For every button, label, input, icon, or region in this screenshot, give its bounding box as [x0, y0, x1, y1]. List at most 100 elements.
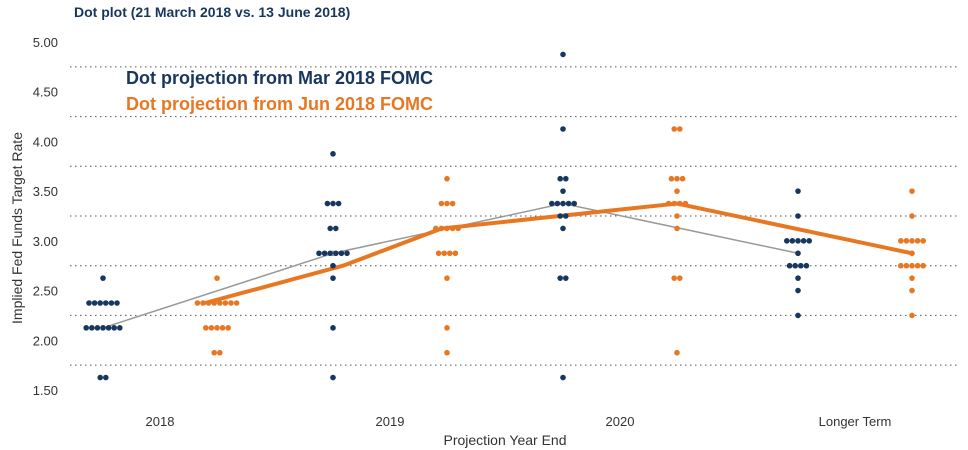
dot-jun-2018 [898, 238, 904, 244]
dot-mar-2018 [560, 51, 566, 58]
x-axis-title: Projection Year End [444, 432, 567, 448]
dot-mar-2018 [330, 325, 336, 331]
dot-jun-2018 [444, 200, 450, 207]
dot-jun-2018 [909, 250, 915, 257]
dot-jun-2018 [441, 250, 448, 257]
dot-mar-2018 [795, 250, 801, 257]
dot-jun-2018 [671, 275, 677, 281]
legend-label-mar-2018: Dot projection from Mar 2018 FOMC [126, 68, 433, 88]
dot-mar-2018 [795, 213, 801, 219]
dot-mar-2018 [117, 325, 123, 331]
dot-jun-2018 [677, 200, 683, 207]
x-tick-label: 2020 [606, 414, 635, 429]
dot-mar-2018 [321, 250, 328, 257]
dot-mar-2018 [560, 188, 566, 194]
dot-mar-2018 [563, 175, 569, 182]
dot-mar-2018 [103, 300, 109, 306]
dot-jun-2018 [211, 300, 217, 306]
dot-mar-2018 [316, 250, 322, 257]
dot-jun-2018 [903, 262, 910, 269]
dot-mar-2018 [806, 238, 812, 244]
dot-jun-2018 [438, 200, 445, 207]
dot-mar-2018 [784, 238, 790, 244]
y-tick-label: 5.00 [33, 35, 58, 50]
dot-jun-2018 [909, 312, 915, 319]
y-tick-label: 2.50 [33, 284, 58, 299]
y-tick-label: 4.50 [33, 85, 58, 100]
y-tick-label: 1.50 [33, 383, 58, 398]
dot-jun-2018 [449, 225, 456, 232]
y-axis-title: Implied Fed Funds Target Rate [9, 132, 25, 324]
dot-mar-2018 [557, 275, 563, 281]
dot-mar-2018 [97, 374, 103, 381]
dot-jun-2018 [909, 287, 915, 294]
dot-mar-2018 [560, 126, 566, 132]
dot-mar-2018 [549, 200, 555, 207]
dot-jun-2018 [444, 275, 450, 281]
dot-mar-2018 [795, 188, 801, 194]
dot-mar-2018 [789, 238, 796, 244]
dot-jun-2018 [444, 175, 450, 182]
dot-jun-2018 [228, 300, 234, 306]
dot-mar-2018 [330, 200, 336, 207]
dot-jun-2018 [903, 238, 910, 244]
dot-jun-2018 [208, 325, 215, 331]
dot-mar-2018 [795, 275, 801, 281]
dot-mar-2018 [330, 275, 336, 281]
dot-jun-2018 [438, 225, 445, 232]
dot-mar-2018 [792, 262, 798, 269]
dot-jun-2018 [909, 262, 915, 269]
dot-jun-2018 [222, 300, 229, 306]
dot-jun-2018 [433, 225, 439, 232]
y-tick-label: 4.00 [33, 134, 58, 149]
dot-mar-2018 [554, 200, 561, 207]
dot-jun-2018 [194, 300, 201, 306]
dot-mar-2018 [105, 325, 112, 331]
dot-jun-2018 [214, 325, 220, 331]
dot-mar-2018 [786, 262, 793, 269]
dot-jun-2018 [449, 200, 456, 207]
dot-mar-2018 [111, 325, 117, 331]
dot-jun-2018 [435, 250, 442, 257]
dot-jun-2018 [674, 213, 680, 219]
dot-jun-2018 [914, 238, 921, 244]
legend: Dot projection from Mar 2018 FOMC Dot pr… [126, 68, 433, 114]
y-axis-ticks: 1.50 2.00 2.50 3.00 3.50 4.00 4.50 5.00 [33, 35, 58, 398]
dot-mar-2018 [103, 374, 109, 381]
dot-mar-2018 [330, 151, 336, 157]
dot-mar-2018 [91, 300, 98, 306]
dot-mar-2018 [330, 262, 336, 269]
dot-jun-2018 [909, 213, 915, 219]
dot-mar-2018 [344, 250, 350, 257]
dot-jun-2018 [200, 300, 206, 306]
dot-mar-2018 [563, 213, 569, 219]
dot-mar-2018 [560, 200, 566, 207]
dot-mar-2018 [83, 325, 89, 331]
dot-jun-2018 [674, 188, 680, 194]
x-tick-label: Longer Term [819, 414, 892, 429]
chart-title: Dot plot (21 March 2018 vs. 13 June 2018… [74, 4, 351, 20]
dot-jun-2018 [898, 262, 904, 269]
dot-jun-2018 [455, 225, 462, 232]
dot-mar-2018 [800, 238, 807, 244]
dot-jun-2018 [682, 200, 689, 207]
dot-jun-2018 [679, 175, 686, 182]
dot-jun-2018 [203, 325, 209, 331]
dot-mar-2018 [571, 200, 577, 207]
dot-mar-2018 [89, 325, 95, 331]
y-tick-label: 2.00 [33, 333, 58, 348]
dot-mar-2018 [565, 200, 572, 207]
dot-mar-2018 [795, 287, 801, 294]
dot-mar-2018 [86, 300, 92, 306]
dot-mar-2018 [333, 250, 339, 257]
dot-mar-2018 [97, 300, 103, 306]
dot-mar-2018 [324, 200, 331, 207]
dot-mar-2018 [560, 225, 566, 232]
dot-mar-2018 [100, 275, 106, 281]
dot-jun-2018 [444, 325, 450, 331]
dot-mar-2018 [803, 262, 810, 269]
dot-jun-2018 [677, 126, 683, 132]
dot-jun-2018 [674, 349, 680, 356]
dot-jun-2018 [444, 349, 450, 356]
